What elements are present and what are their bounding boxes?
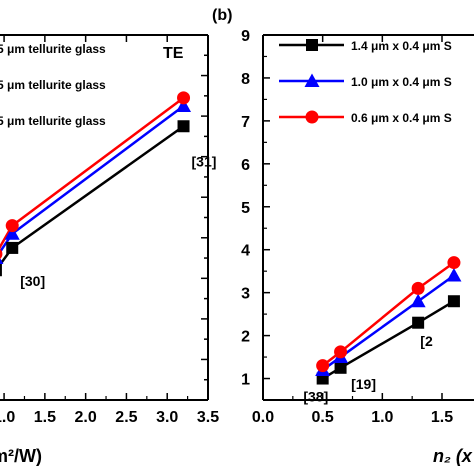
- panel-a-series-0-point: [177, 120, 190, 133]
- panel-a-series-0-line: [0, 125, 185, 267]
- panel-b-legend-marker: [305, 110, 319, 124]
- panel-b-series-1-line: [321, 274, 455, 371]
- panel-b-x-axis-label: n₂ (x: [433, 446, 473, 466]
- panel-b-series-0-point: [334, 361, 347, 374]
- panel-b-series-1-point: [446, 267, 462, 282]
- panel-a: 1.0 1.5 2.0 2.5 3.0 3.5 m²/W) 5 μm tellurite gl…: [0, 34, 219, 466]
- panel-a-annotation: [31]: [192, 154, 217, 170]
- panel-b-legend-label: 1.4 μm x 0.4 μm S: [351, 39, 452, 53]
- panel-a-x-tick-label: 1.5: [34, 409, 56, 426]
- panel-b-plot-area: [315, 256, 462, 385]
- panel-b-series-2-point: [411, 281, 425, 295]
- panel-a-x-tick-label: 3.5: [197, 409, 219, 426]
- panel-b-x-tick-label: 0.0: [252, 409, 274, 426]
- panel-a-series-1-point: [4, 226, 20, 240]
- panel-b-series-2-point: [447, 256, 461, 270]
- panel-a-annotation: [30]: [20, 273, 45, 289]
- panel-b-tag: (b): [212, 7, 232, 24]
- panel-b-y-tick-label: 7: [241, 114, 250, 131]
- panel-a-series-2-point: [5, 219, 19, 233]
- panel-a-series-0-point: [6, 241, 19, 254]
- panel-b-series-0-point: [447, 295, 460, 308]
- panel-a-legend-label: 5 μm tellurite glass: [0, 114, 106, 128]
- panel-b-annotation: [38]: [303, 389, 328, 405]
- panel-a-series-2-point: [177, 91, 191, 105]
- panel-a-x-tick-label: 2.0: [75, 409, 97, 426]
- panel-b-legend-marker: [304, 73, 320, 87]
- panel-a-x-tick-label: 1.0: [0, 409, 15, 426]
- panel-a-corner-label: TE: [163, 45, 184, 62]
- panel-b-y-tick-label: 2: [241, 329, 250, 346]
- panel-b-y-tick-label: 1: [241, 372, 250, 389]
- panel-b-legend-label: 0.6 μm x 0.4 μm S: [351, 111, 452, 125]
- panel-b-series-0-line: [322, 300, 455, 380]
- panel-a-series-0-point: [0, 264, 2, 277]
- panel-b-y-tick-label: 4: [241, 243, 250, 260]
- panel-b: 1 2 3 4 5 6 7 8 9 0.0 0.5 1.0 1.5 n₂ (x (b) 1.4 μm x 0.…: [212, 7, 474, 466]
- panel-b-annotation: [2: [420, 333, 433, 349]
- panel-b-x-tick-label: 0.5: [312, 409, 334, 426]
- panel-b-y-tick-label: 9: [241, 28, 250, 45]
- panel-a-x-tick-label: 3.0: [156, 409, 178, 426]
- panel-b-annotation: [19]: [351, 376, 376, 392]
- panel-a-series-2-point: [0, 248, 3, 260]
- panel-b-legend-marker: [306, 39, 318, 51]
- panel-b-series-2-point: [334, 345, 348, 359]
- panel-b-legend-label: 1.0 μm x 0.4 μm S: [351, 75, 452, 89]
- panel-a-legend-label: 5 μm tellurite glass: [0, 78, 106, 92]
- panel-a-series-1-line: [0, 104, 185, 255]
- panel-a-x-axis-label: m²/W): [0, 446, 42, 466]
- panel-a-series-1-point: [0, 257, 4, 265]
- panel-a-series-1-point: [176, 98, 192, 112]
- panel-b-x-tick-label: 1.0: [371, 409, 393, 426]
- panel-b-x-tick-label: 1.5: [431, 409, 453, 426]
- panel-b-y-tick-label: 3: [241, 286, 250, 303]
- panel-b-y-tick-label: 6: [241, 157, 250, 174]
- panel-b-series-2-point: [316, 359, 330, 373]
- panel-b-y-tick-label: 5: [241, 200, 250, 217]
- panel-a-legend-label: 5 μm tellurite glass: [0, 42, 106, 56]
- panel-b-series-0-point: [412, 316, 425, 329]
- panel-b-series-1-point: [410, 293, 426, 308]
- panel-a-x-tick-label: 2.5: [115, 409, 137, 426]
- panel-b-series-2-line: [321, 261, 455, 367]
- panel-a-plot-area: [0, 91, 192, 277]
- panel-b-y-tick-label: 8: [241, 71, 250, 88]
